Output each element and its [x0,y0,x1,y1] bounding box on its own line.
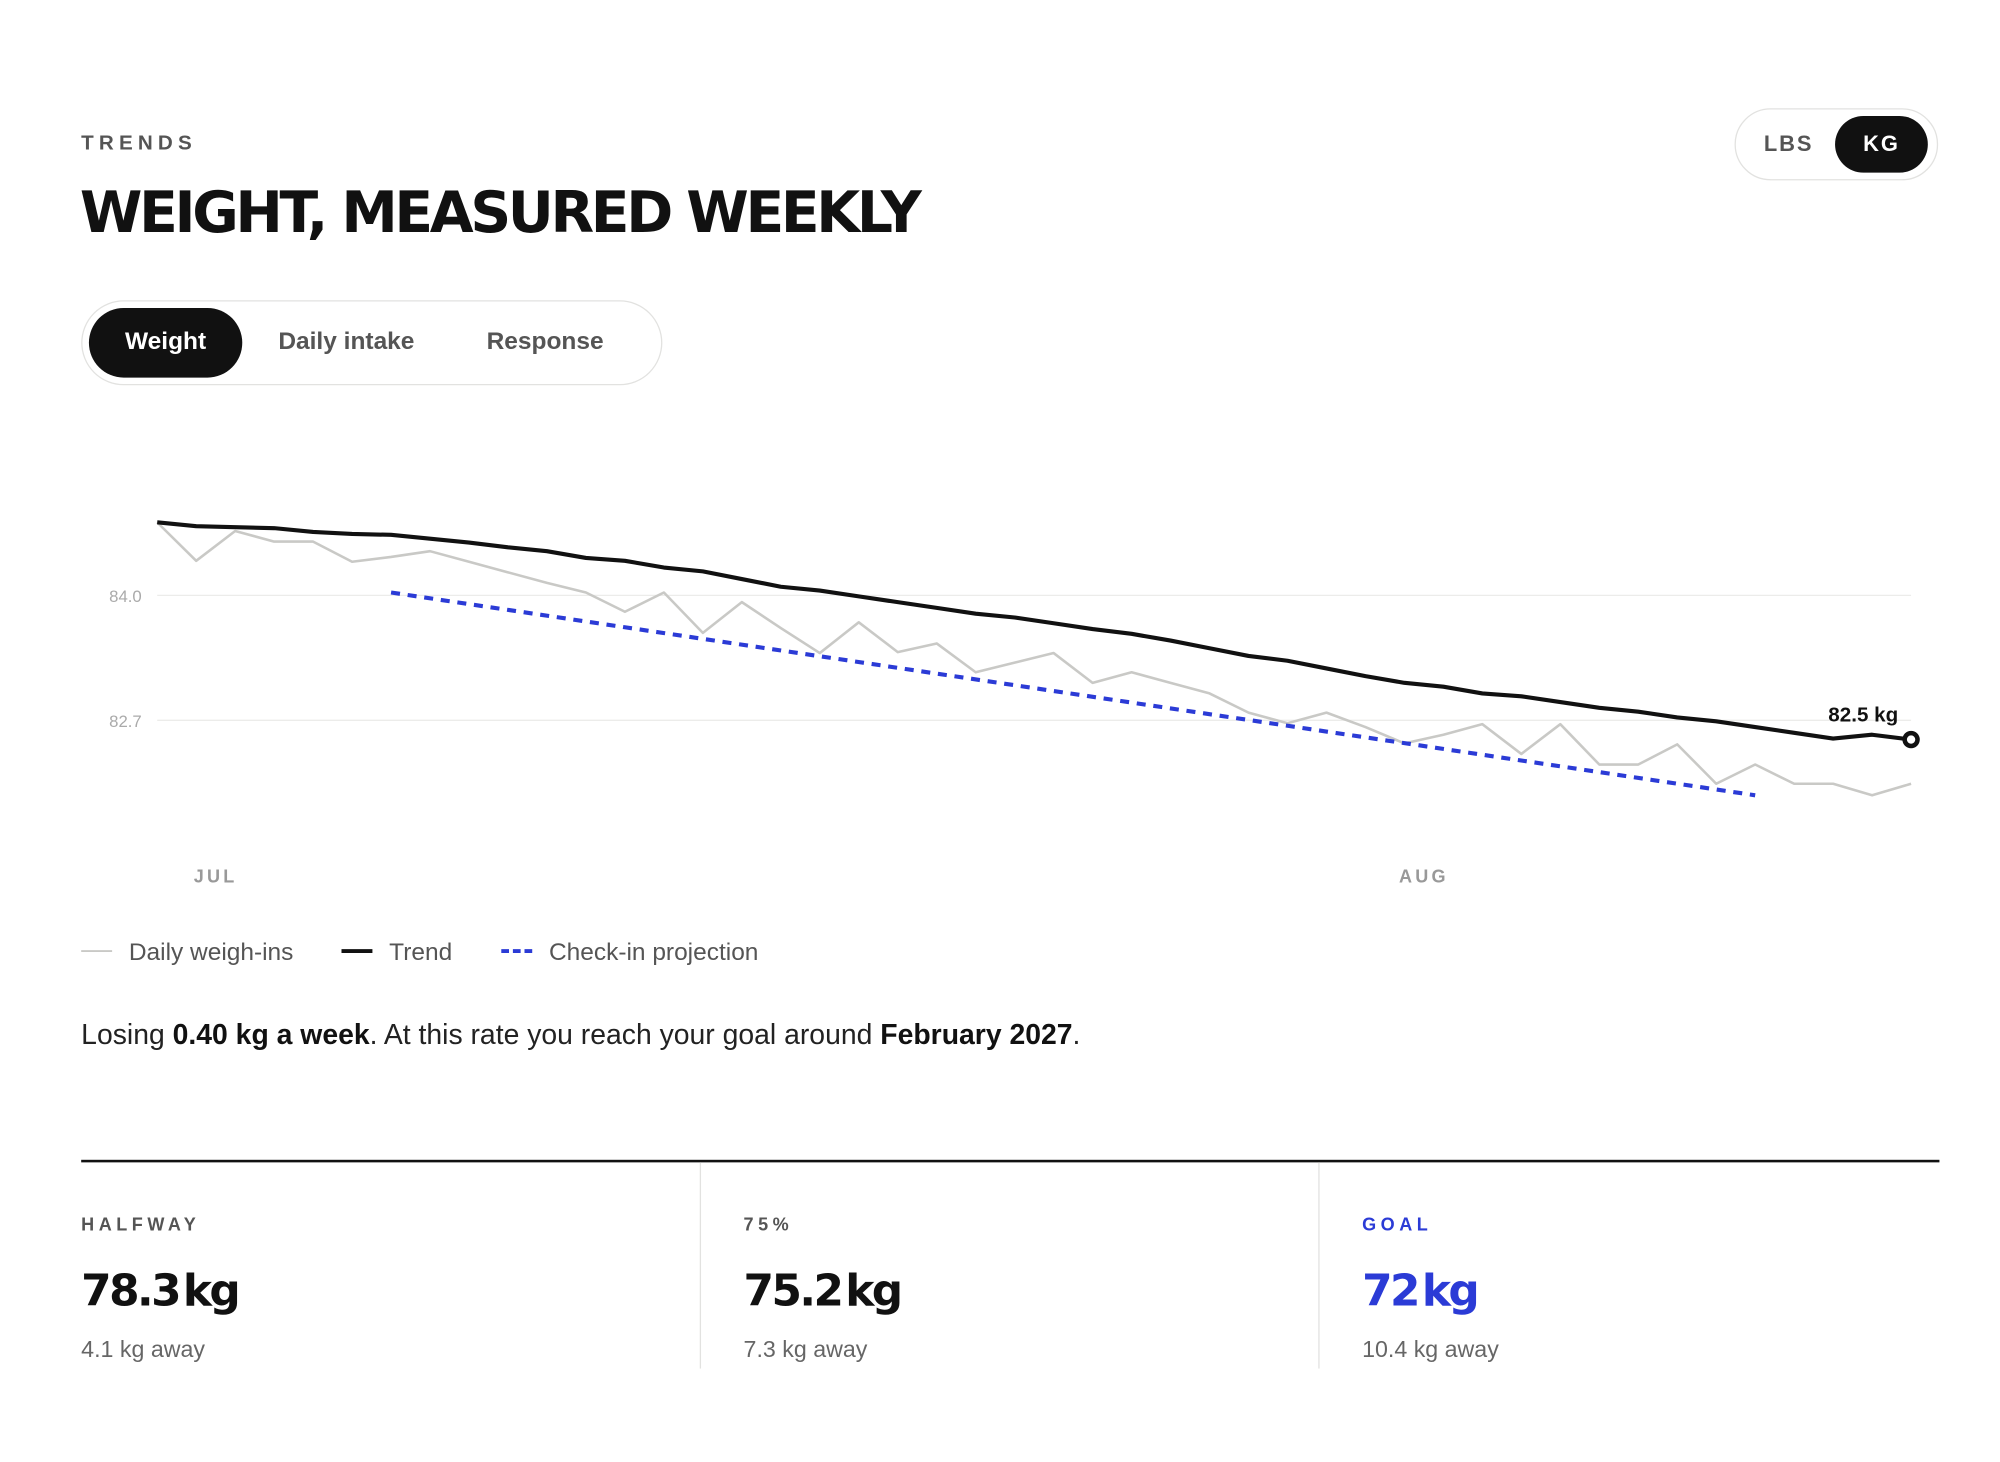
summary-text: Losing [81,1018,173,1051]
legend-label: Check-in projection [549,939,758,966]
tab[interactable]: Response [486,328,604,356]
chart: 84.0 82.7 JUL AUG Daily weigh-ins 82.5 kg Tren… [81,520,1920,966]
summary: Losing 0.40 kg a week. At this rate you … [81,1010,1112,1059]
stat-value: 75.2 kg [743,1265,904,1318]
summary-text: . At this rate you reach your goal aroun… [369,1018,881,1051]
data-label: 82.5 kg [1828,704,1898,727]
stat-card: 75% 75.2 kg 7.3 kg away [699,1162,1319,1369]
stat-label: GOAL [1362,1213,1433,1235]
stat-number: 75.2 [743,1265,844,1318]
stat-value: 72 kg [1362,1265,1480,1318]
end-point [1902,730,1920,749]
title: WEIGHT, MEASURED WEEKLY [79,180,922,247]
stat-card: HALFWAY 78.3 kg 4.1 kg away [81,1162,700,1368]
legend-label: Trend [389,939,452,966]
y-tick-label: 82.7 [109,712,142,731]
summary-highlight: 0.40 kg a week [172,1018,370,1051]
summary-highlight: February 2027 [880,1018,1073,1051]
summary-text: . [1072,1018,1081,1051]
divider [81,1159,1940,1163]
legend-label: Daily weigh-ins [129,939,294,966]
stat-note: 7.3 kg away [743,1336,868,1363]
series-line [156,521,1912,797]
stat-note: 4.1 kg away [81,1336,205,1363]
stat-label: 75% [743,1213,794,1235]
stat-label: HALFWAY [81,1213,201,1235]
y-tick-label: 84.0 [109,587,142,606]
x-tick-label: JUL [194,867,238,887]
stat-number: 72 [1362,1265,1420,1318]
stat-number: 78.3 [81,1265,181,1318]
series-line [390,590,1756,798]
series-line [157,520,1912,742]
unit-option[interactable]: LBS [1763,131,1814,156]
stat-card: GOAL 72 kg 10.4 kg away [1318,1162,1937,1369]
tab[interactable]: Daily intake [278,328,415,356]
unit-option[interactable]: KG [1835,115,1928,173]
stat-unit: kg [1421,1265,1480,1318]
eyebrow: TRENDS [81,132,197,155]
stat-unit: kg [845,1265,903,1318]
tab[interactable]: Weight [88,307,243,378]
tab-bar: Weight Daily intake Response [81,300,663,386]
unit-toggle: LBS KG [1734,108,1939,181]
stat-note: 10.4 kg away [1362,1336,1499,1363]
stat-unit: kg [182,1265,241,1318]
stat-value: 78.3 kg [81,1265,241,1318]
x-tick-label: AUG [1399,867,1449,887]
